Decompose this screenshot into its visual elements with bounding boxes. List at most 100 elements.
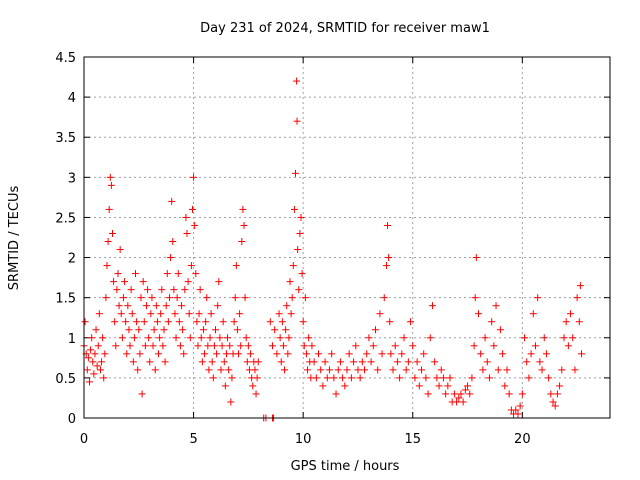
data-point [144, 286, 152, 294]
data-point [158, 286, 166, 294]
data-point [155, 350, 163, 358]
data-point [294, 246, 302, 254]
data-point [464, 382, 472, 390]
data-point [225, 366, 233, 374]
data-point [499, 350, 507, 358]
data-point [156, 334, 164, 342]
data-point [461, 386, 469, 394]
data-point [411, 374, 419, 382]
data-point [197, 334, 205, 342]
data-point [161, 358, 169, 366]
data-point [576, 282, 584, 290]
data-point [252, 390, 260, 398]
data-point [391, 342, 399, 350]
data-point [475, 310, 482, 318]
data-point [168, 197, 176, 205]
data-point [142, 302, 150, 310]
data-point [496, 326, 504, 334]
y-tick-label: 3 [68, 171, 76, 186]
data-point [137, 294, 145, 302]
data-point [115, 302, 123, 310]
data-point [220, 358, 228, 366]
data-point [266, 318, 274, 326]
data-point [542, 350, 550, 358]
data-point [347, 374, 355, 382]
data-point [128, 310, 136, 318]
data-point [538, 366, 546, 374]
chart-title: Day 231 of 2024, SRMTID for receiver maw… [200, 21, 490, 36]
data-point [212, 326, 219, 334]
data-point [224, 334, 232, 342]
data-point [575, 318, 583, 326]
data-point [165, 294, 173, 302]
data-point [216, 334, 224, 342]
data-point [87, 346, 95, 354]
data-point [525, 374, 533, 382]
data-point [173, 294, 181, 302]
data-point [104, 238, 112, 246]
data-point [299, 318, 307, 326]
data-point [369, 342, 377, 350]
data-point [385, 254, 393, 262]
data-point [217, 366, 225, 374]
data-point [193, 318, 201, 326]
y-tick-label: 1.5 [55, 292, 76, 307]
grid-layer [84, 57, 610, 418]
data-point [490, 342, 498, 350]
data-point [363, 350, 371, 358]
data-point [343, 366, 351, 374]
data-point [107, 181, 115, 189]
data-point [84, 354, 92, 362]
data-point [232, 262, 240, 270]
data-point [159, 342, 167, 350]
data-point [420, 350, 428, 358]
data-point [182, 213, 190, 221]
data-point [163, 270, 171, 278]
data-point [148, 294, 156, 302]
data-point [547, 390, 555, 398]
data-point [424, 390, 432, 398]
data-point [426, 334, 434, 342]
data-point [106, 173, 114, 181]
data-point [191, 221, 199, 229]
data-point [341, 382, 349, 390]
data-point [472, 254, 480, 262]
data-point [95, 310, 103, 318]
data-point [402, 366, 410, 374]
data-point [319, 382, 327, 390]
data-point [400, 334, 408, 342]
data-point [151, 366, 159, 374]
data-point [312, 374, 320, 382]
data-point [289, 262, 297, 270]
data-point [90, 370, 98, 378]
y-tick-label: 2 [68, 252, 76, 267]
data-point [281, 366, 289, 374]
data-point [160, 326, 168, 334]
x-tick-label: 20 [514, 432, 531, 447]
data-point [389, 366, 397, 374]
data-point [505, 390, 513, 398]
data-point [170, 286, 178, 294]
data-point [418, 366, 426, 374]
data-point [213, 350, 221, 358]
data-point [119, 294, 127, 302]
data-point [450, 390, 458, 398]
data-point [198, 358, 206, 366]
data-point [150, 326, 158, 334]
y-tick-label: 0.5 [55, 372, 76, 387]
data-point [471, 294, 479, 302]
data-point [556, 382, 564, 390]
data-point [393, 358, 401, 366]
data-point [249, 382, 257, 390]
data-point [271, 326, 279, 334]
data-point [113, 286, 121, 294]
data-point [361, 366, 369, 374]
data-point [238, 238, 246, 246]
data-point [98, 358, 106, 366]
data-point [437, 366, 445, 374]
data-point [112, 342, 120, 350]
data-point [253, 374, 261, 382]
data-point [157, 310, 165, 318]
data-point [529, 310, 537, 318]
